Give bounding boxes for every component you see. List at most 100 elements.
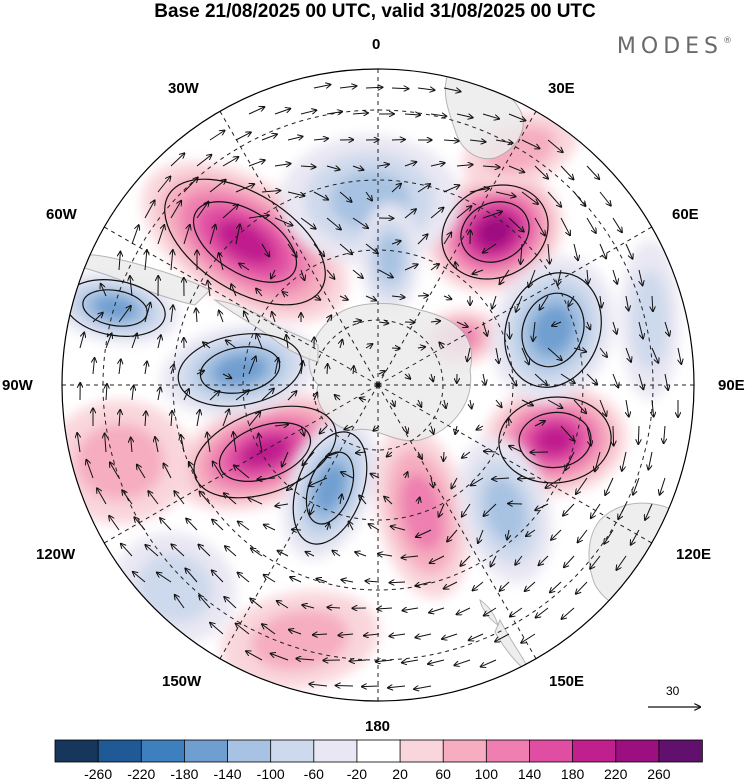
wind-vector [618,503,627,519]
wind-vector [145,411,146,427]
wind-vector [651,347,658,363]
wind-vector [443,185,459,193]
wind-vector [599,399,606,416]
wind-vector [388,686,406,688]
wind-vector [373,426,380,431]
wind-vector [212,570,224,583]
wind-vector [378,322,388,323]
wind-vector [341,580,354,582]
wind-vector [447,529,458,542]
wind-vector [456,206,471,219]
colorbar-tick-label: -60 [303,766,324,782]
wind-vector [626,399,629,417]
wind-vector [145,545,159,557]
wind-vector [481,659,497,667]
wind-vector [430,114,446,116]
anom-neg-weddell-core [360,203,420,313]
wind-vector [171,411,172,427]
wind-vector [534,421,545,427]
wind-vector [224,493,237,505]
wind-vector [417,88,435,90]
wind-vector [313,139,328,141]
wind-vector [235,224,240,245]
wind-vector [573,243,578,260]
wind-vector [200,492,211,505]
wind-vector [262,624,276,635]
wind-vector [638,321,643,339]
wind-vector [391,241,401,244]
wind-vector [443,140,459,141]
wind-vector [404,209,416,219]
wind-vector [134,517,146,531]
wind-vector [352,269,363,278]
wind-vector [340,340,342,349]
wind-vector [300,110,316,115]
wind-vector [186,519,198,531]
wind-vector [339,86,356,88]
wind-vector [189,462,198,479]
wind-vector [327,364,328,375]
wind-vector [339,296,348,300]
wind-vector [560,217,570,235]
wind-vector [560,373,575,383]
wind-vector [418,399,421,407]
anom-pos-kerguelen-contour [498,396,612,484]
colorbar-tick-label: 140 [517,766,542,782]
wind-vector [376,660,393,662]
wind-vector [352,113,368,114]
wind-vector [626,295,629,311]
wind-vector [362,686,380,687]
wind-vector [402,660,419,663]
wind-vector [272,312,275,323]
wind-vector [306,552,315,556]
wind-vector [508,217,524,232]
wind-vector [469,140,486,142]
colorbar-swatch [442,739,488,763]
meridian-label-150w: 150W [162,673,202,690]
wind-vector [429,607,445,613]
wind-vector [638,373,643,389]
map-border [61,68,695,702]
wind-vector [648,451,653,470]
wind-vector [157,177,170,193]
wind-vector [391,296,405,297]
wind-vector [473,581,484,590]
wind-vector [369,524,380,531]
registered-mark: ® [723,36,732,46]
wind-vector [219,253,224,271]
wind-vector [391,348,400,349]
wind-vector [353,366,354,375]
wind-vector [137,465,146,479]
wind-vector [246,651,263,661]
wind-vector [248,498,263,505]
wind-vector [509,321,510,339]
wind-vector [521,399,533,406]
wind-vector [109,516,120,531]
anom-pos-ross-sea [374,425,470,599]
wind-vector [600,295,602,307]
wind-vector [339,243,352,254]
wind-vector [301,425,304,436]
wind-vector [339,191,352,202]
wind-vector [256,289,263,297]
wind-vector [344,426,354,430]
wind-vector [244,312,250,323]
wind-vector [198,545,211,557]
wind-vector [404,264,418,271]
wind-vector [158,387,160,401]
anom-neg-far-east [620,240,680,400]
wind-vector [533,321,535,341]
wind-vector [274,164,291,166]
wind-vector [105,434,106,453]
wind-vector [248,107,264,115]
wind-vector [457,607,471,614]
colorbar-swatch [270,739,315,763]
wind-vector [171,365,174,375]
antarctic-peninsula [213,299,319,363]
wind-vector [174,491,185,505]
wind-vector [591,503,601,518]
modes-logo: MODES® [617,34,732,59]
wind-vector [405,472,408,479]
wind-vector [612,217,622,232]
